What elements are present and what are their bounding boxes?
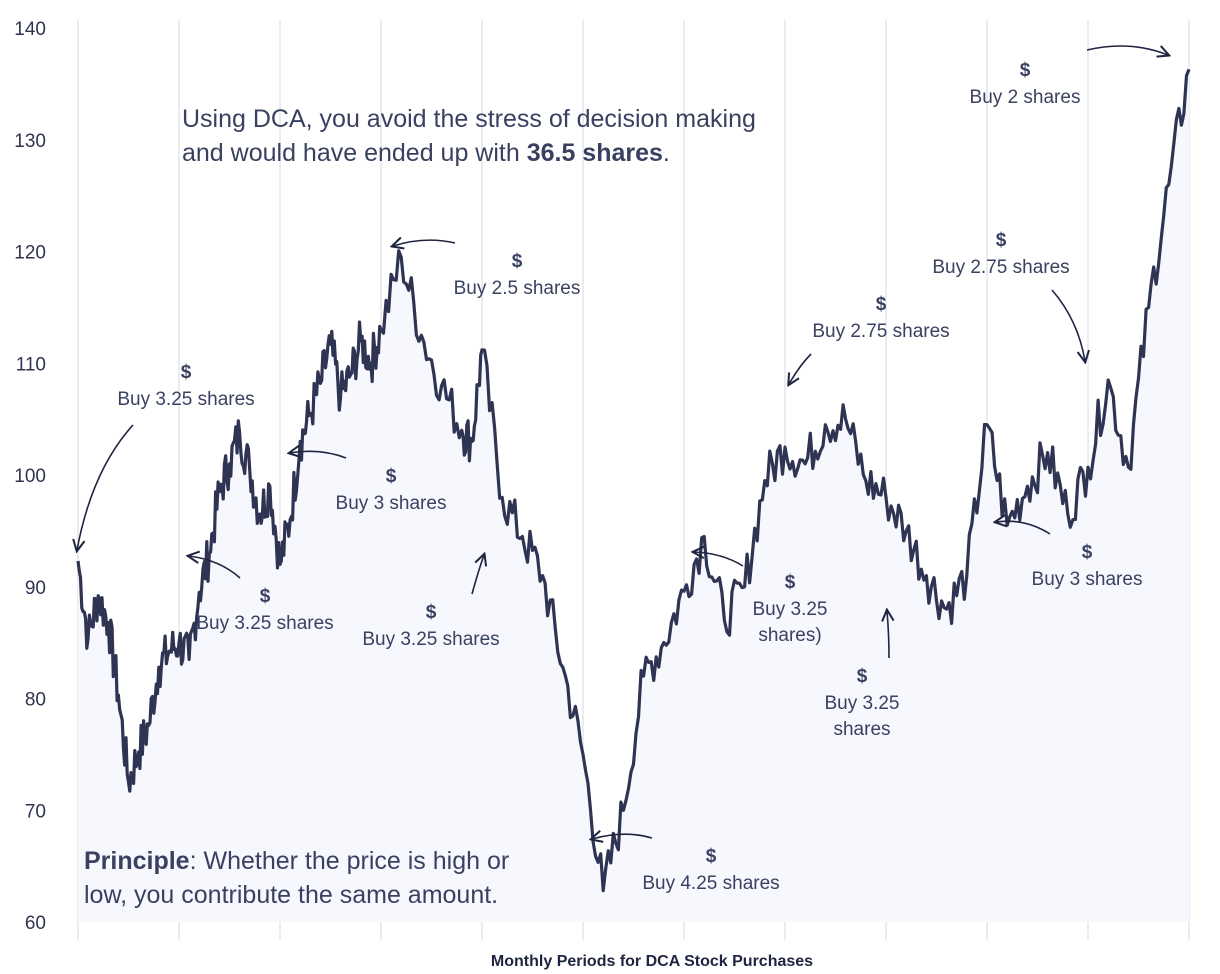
annotation-arrow bbox=[592, 834, 653, 839]
annotation-arrow bbox=[393, 240, 456, 246]
annotation-arrow bbox=[1086, 45, 1168, 55]
dca-summary-text: Using DCA, you avoid the stress of decis… bbox=[182, 105, 756, 167]
principle-note: Principle: Whether the price is high or … bbox=[84, 844, 524, 912]
annotation-arrow bbox=[189, 556, 241, 579]
purchase-annotation-month-0: $ Buy 3.25 shares bbox=[117, 362, 254, 410]
y-tick-label: 120 bbox=[14, 243, 46, 264]
annotation-label: Buy 2 shares bbox=[970, 87, 1081, 108]
purchase-annotations: $ Buy 3.25 shares $ Buy 3.25 shares $ Buy 3 s… bbox=[117, 60, 1142, 894]
annotation-label: Buy 2.75 shares bbox=[932, 257, 1069, 278]
y-tick-label: 140 bbox=[14, 19, 46, 40]
dollar-icon: $ bbox=[876, 294, 887, 315]
y-tick-label: 90 bbox=[25, 578, 46, 599]
purchase-annotation-month-3: $ Buy 2.5 shares bbox=[454, 251, 581, 299]
annotation-label: Buy 3.25 shares bbox=[362, 629, 499, 650]
dca-summary-tail: . bbox=[662, 139, 670, 167]
purchase-annotation-month-1: $ Buy 3.25 shares bbox=[196, 586, 333, 634]
y-tick-label: 100 bbox=[14, 466, 46, 487]
dollar-icon: $ bbox=[386, 466, 397, 487]
dollar-icon: $ bbox=[785, 572, 796, 593]
dollar-icon: $ bbox=[181, 362, 192, 383]
annotation-arrow bbox=[1051, 289, 1085, 361]
dca-summary-shares: 36.5 shares bbox=[526, 139, 663, 167]
annotation-arrow bbox=[887, 611, 889, 659]
annotation-label: Buy 4.25 shares bbox=[642, 873, 779, 894]
x-axis-title: Monthly Periods for DCA Stock Purchases bbox=[491, 953, 813, 970]
purchase-annotation-month-2: $ Buy 3 shares bbox=[336, 466, 447, 514]
y-tick-label: 70 bbox=[25, 801, 46, 822]
annotation-label: Buy 3 shares bbox=[1032, 569, 1143, 590]
annotation-arrow bbox=[694, 552, 744, 567]
dollar-icon: $ bbox=[1082, 542, 1093, 563]
dollar-icon: $ bbox=[706, 846, 717, 867]
purchase-annotation-month-8: $ Buy 3.25 shares bbox=[825, 666, 900, 740]
principle-text: : Whether the price is high or low, you … bbox=[84, 847, 510, 909]
annotation-arrow bbox=[789, 353, 812, 384]
annotation-label: shares) bbox=[758, 625, 821, 646]
dollar-icon: $ bbox=[512, 251, 523, 272]
dca-summary-note: Using DCA, you avoid the stress of decis… bbox=[182, 102, 802, 170]
purchase-annotation-month-5: $ Buy 4.25 shares bbox=[642, 846, 779, 894]
purchase-annotation-month-11: $ Buy 2 shares bbox=[970, 60, 1081, 108]
annotation-label: Buy 2.5 shares bbox=[454, 278, 581, 299]
price-area-fill bbox=[78, 69, 1189, 923]
principle-label: Principle bbox=[84, 847, 190, 875]
price-line bbox=[76, 68, 1191, 893]
annotation-arrow bbox=[471, 555, 484, 595]
dollar-icon: $ bbox=[260, 586, 271, 607]
annotation-label: Buy 3.25 bbox=[753, 599, 828, 620]
y-tick-label: 110 bbox=[16, 354, 46, 375]
dollar-icon: $ bbox=[1020, 60, 1031, 81]
annotation-label: shares bbox=[833, 719, 890, 740]
purchase-annotation-month-10: $ Buy 2.75 shares bbox=[932, 230, 1069, 278]
purchase-annotation-month-7: $ Buy 2.75 shares bbox=[812, 294, 949, 342]
y-tick-label: 60 bbox=[25, 913, 46, 934]
purchase-annotation-month-6: $ Buy 3.25 shares) bbox=[753, 572, 828, 646]
dollar-icon: $ bbox=[426, 602, 437, 623]
y-axis: 60 70 80 90 100 110 120 130 140 bbox=[14, 19, 46, 934]
annotation-label: Buy 3.25 bbox=[825, 693, 900, 714]
annotation-arrows bbox=[77, 45, 1168, 839]
purchase-annotation-month-4: $ Buy 3.25 shares bbox=[362, 602, 499, 650]
annotation-label: Buy 3.25 shares bbox=[196, 613, 333, 634]
annotation-arrow bbox=[77, 424, 134, 550]
y-tick-label: 130 bbox=[14, 131, 46, 152]
dollar-icon: $ bbox=[996, 230, 1007, 251]
purchase-annotation-month-9: $ Buy 3 shares bbox=[1032, 542, 1143, 590]
annotation-arrow bbox=[996, 521, 1051, 535]
annotation-label: Buy 2.75 shares bbox=[812, 321, 949, 342]
y-tick-label: 80 bbox=[25, 690, 46, 711]
annotation-label: Buy 3.25 shares bbox=[117, 389, 254, 410]
annotation-label: Buy 3 shares bbox=[336, 493, 447, 514]
annotation-arrow bbox=[290, 451, 347, 459]
dollar-icon: $ bbox=[857, 666, 868, 687]
